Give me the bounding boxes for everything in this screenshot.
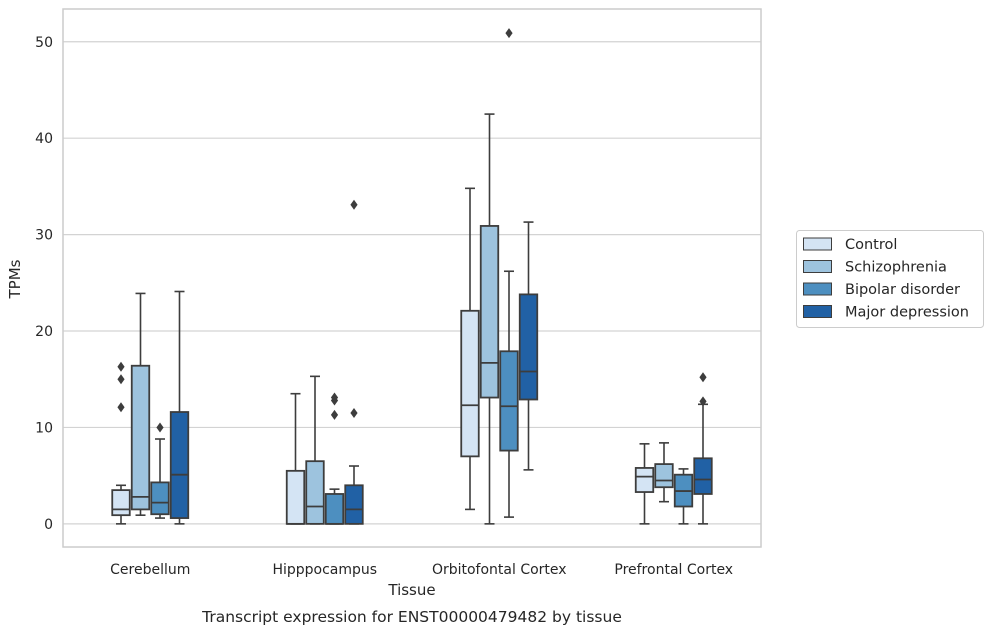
box-control: [285, 392, 306, 525]
box-iqr: [460, 309, 480, 458]
box-schizophrenia: [654, 442, 674, 503]
y-tick-label: 20: [35, 324, 53, 340]
box-bipolar-disorder: [673, 468, 694, 525]
y-tick-label: 40: [35, 131, 53, 147]
legend-swatch: [803, 237, 832, 251]
box-schizophrenia: [479, 113, 500, 525]
box-major-depression: [518, 221, 539, 471]
box-bipolar-disorder: [499, 28, 519, 518]
box-iqr: [654, 463, 674, 489]
y-tick-label: 50: [35, 35, 53, 51]
outlier-point: [117, 361, 125, 372]
legend-label: Bipolar disorder: [845, 282, 960, 298]
box-groups: [111, 28, 713, 525]
box-iqr: [150, 481, 170, 516]
y-tick-label: 30: [35, 228, 53, 244]
grid-lines: [63, 41, 761, 525]
y-tick-label: 0: [44, 517, 53, 533]
legend-label: Control: [845, 237, 897, 253]
outlier-point: [350, 199, 358, 210]
plot-frame: [62, 8, 762, 548]
box-iqr: [111, 489, 131, 517]
box-schizophrenia: [130, 292, 151, 516]
outlier-point: [156, 422, 164, 433]
box-iqr: [499, 350, 519, 452]
x-tick-label: Orbitofontal Cortex: [432, 562, 567, 578]
box-iqr: [169, 411, 190, 519]
box-major-depression: [693, 372, 713, 525]
legend-swatch: [803, 282, 832, 296]
box-control: [634, 443, 655, 525]
x-tick-label: Prefrontal Cortex: [614, 562, 733, 578]
legend-label: Major depression: [845, 305, 969, 321]
box-iqr: [324, 493, 345, 525]
x-tick-label: Cerebellum: [110, 562, 190, 578]
box-bipolar-disorder: [324, 392, 345, 525]
legend-swatch: [803, 260, 832, 273]
box-iqr: [479, 225, 500, 399]
legend-frame: [796, 230, 984, 328]
box-iqr: [693, 457, 713, 495]
x-axis-label: Tissue: [387, 581, 435, 599]
y-tick-labels: 0 10 20 30 40 50: [35, 35, 53, 533]
legend: Control Schizophrenia Bipolar disorder Majo…: [796, 230, 984, 328]
x-tick-labels: Cerebellum Hipppocampus Orbitofontal Corte…: [110, 562, 733, 578]
box-iqr: [285, 469, 306, 525]
outlier-point: [117, 402, 125, 413]
box-control: [111, 361, 131, 525]
x-tick-label: Hipppocampus: [272, 562, 377, 578]
box-iqr: [518, 293, 539, 401]
outlier-point: [699, 372, 707, 383]
y-tick-label: 10: [35, 420, 53, 436]
outlier-point: [330, 409, 339, 420]
box-iqr: [130, 364, 151, 511]
box-iqr: [305, 460, 325, 525]
box-iqr: [344, 484, 364, 525]
outlier-point: [699, 396, 707, 407]
box-major-depression: [169, 290, 190, 525]
chart-caption: Transcript expression for ENST0000047948…: [201, 608, 622, 626]
outlier-point: [330, 392, 339, 403]
box-iqr: [634, 467, 655, 493]
box-control: [460, 187, 480, 511]
outlier-point: [505, 28, 513, 39]
legend-label: Schizophrenia: [845, 260, 947, 276]
box-major-depression: [344, 199, 364, 525]
legend-swatch: [803, 305, 832, 318]
outlier-point: [350, 407, 358, 418]
y-axis-label: TPMs: [6, 259, 24, 299]
outlier-point: [117, 374, 125, 385]
box-schizophrenia: [305, 375, 325, 525]
box-bipolar-disorder: [150, 422, 170, 519]
